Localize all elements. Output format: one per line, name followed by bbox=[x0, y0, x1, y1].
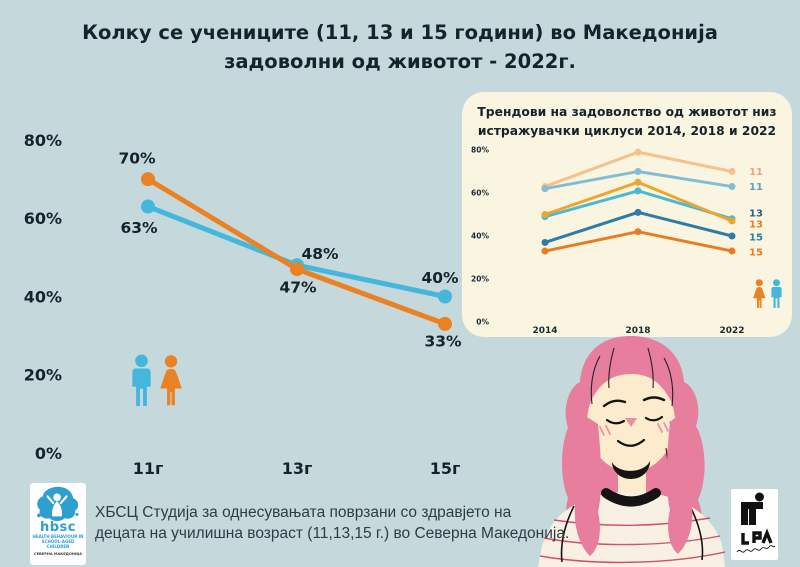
data-point bbox=[290, 262, 304, 277]
y-axis-tick: 20% bbox=[471, 275, 489, 284]
series-label: 11 bbox=[749, 182, 763, 193]
data-point bbox=[541, 247, 549, 255]
boy-icon bbox=[132, 354, 151, 406]
y-axis-tick: 0% bbox=[35, 444, 62, 463]
data-point bbox=[728, 217, 736, 225]
series-label: 15 bbox=[749, 248, 763, 259]
hbsc-subtitle-line1: HEALTH BEHAVIOUR IN bbox=[32, 534, 84, 539]
y-axis-tick: 80% bbox=[471, 146, 489, 155]
series-label: 11 bbox=[749, 167, 763, 178]
series-line bbox=[145, 176, 448, 327]
legend-pictogram bbox=[132, 354, 182, 406]
page-title: Колку се учениците (11, 13 и 15 години) … bbox=[0, 18, 800, 77]
hair-bangs bbox=[584, 354, 678, 416]
trend-inset-panel: 80% 60% 40% 20% 0% 2014 2018 2022 11 11 13 13 15 15 Т… bbox=[462, 92, 792, 337]
y-axis-tick: 60% bbox=[24, 209, 62, 228]
data-point bbox=[141, 199, 155, 214]
hbsc-subtitle-line2: SCHOOL-AGED CHILDREN bbox=[41, 539, 75, 550]
data-point bbox=[438, 289, 452, 304]
arm-contours bbox=[560, 505, 704, 563]
girl-illustration bbox=[538, 336, 725, 567]
data-point bbox=[541, 238, 549, 246]
data-point bbox=[438, 316, 452, 331]
hbsc-wordmark: hbsc bbox=[39, 520, 76, 535]
hair-lock-right bbox=[666, 412, 693, 554]
data-label: 70% bbox=[118, 150, 156, 168]
y-axis-tick: 20% bbox=[24, 366, 62, 385]
partner-logo-letters bbox=[741, 528, 773, 545]
y-axis-tick: 40% bbox=[471, 232, 489, 241]
main-line-chart: 80% 60% 40% 20% 0% 11г 13г 15г 63% 48% 40% 70% 47% 33… bbox=[24, 131, 462, 478]
page-title-line1: Колку се учениците (11, 13 и 15 години) … bbox=[82, 21, 718, 44]
data-point bbox=[728, 168, 736, 175]
footer-caption: ХБСЦ Студија за однесувањата поврзани со… bbox=[95, 502, 569, 545]
data-point bbox=[541, 185, 549, 193]
hbsc-logo: hbsc HEALTH BEHAVIOUR IN SCHOOL-AGED CHI… bbox=[30, 483, 86, 565]
data-point bbox=[634, 187, 642, 195]
partner-logo-mark bbox=[736, 492, 776, 553]
series-line bbox=[543, 210, 734, 244]
x-axis-tick: 11г bbox=[133, 459, 164, 478]
data-point bbox=[634, 228, 642, 236]
data-label: 47% bbox=[279, 279, 317, 297]
footer-caption-line1: ХБСЦ Студија за однесувањата поврзани со… bbox=[95, 504, 512, 521]
series-label: 13 bbox=[749, 208, 763, 219]
girl-icon bbox=[753, 279, 766, 308]
data-label: 48% bbox=[301, 245, 339, 263]
smile bbox=[616, 438, 646, 447]
data-label: 63% bbox=[120, 219, 158, 237]
series-label: 15 bbox=[749, 233, 763, 244]
series-label: 13 bbox=[749, 220, 763, 231]
partner-logo-script bbox=[736, 545, 776, 553]
eyebrows bbox=[602, 396, 666, 408]
partner-logo bbox=[731, 489, 778, 560]
x-axis-tick: 13г bbox=[282, 459, 313, 478]
data-label: 33% bbox=[424, 332, 462, 350]
data-point bbox=[541, 211, 549, 218]
girl-icon bbox=[160, 355, 182, 406]
footer-caption-line2: децата на училишна возраст (11,13,15 г.)… bbox=[95, 525, 570, 543]
inset-title: Трендови на задоволство од животот низ и… bbox=[462, 103, 792, 141]
x-axis-tick: 2022 bbox=[719, 326, 744, 336]
data-point bbox=[634, 148, 642, 156]
nose bbox=[625, 418, 637, 427]
page-title-line2: задоволни од животот - 2022г. bbox=[224, 50, 576, 74]
data-point bbox=[141, 172, 155, 187]
data-point bbox=[634, 208, 642, 216]
hair-lock-left bbox=[572, 414, 602, 556]
data-label: 40% bbox=[421, 269, 459, 287]
hbsc-splash-icon bbox=[37, 486, 79, 522]
closed-eyes bbox=[605, 415, 664, 425]
inset-title-line1: Трендови на задоволство од животот низ bbox=[477, 105, 777, 119]
y-axis-tick: 80% bbox=[24, 131, 62, 150]
hbsc-subtitle-line3: СЕВЕРНА МАКЕДОНИЈА bbox=[33, 551, 83, 556]
data-point bbox=[634, 178, 642, 186]
choker-shadow bbox=[612, 461, 650, 479]
data-point bbox=[728, 232, 736, 240]
collar bbox=[601, 488, 661, 507]
x-axis-tick: 15г bbox=[430, 459, 461, 478]
y-axis-tick: 0% bbox=[476, 318, 489, 327]
x-axis-tick: 2018 bbox=[625, 326, 650, 336]
boy-icon bbox=[771, 279, 782, 308]
inset-title-line2: истражувачки циклуси 2014, 2018 и 2022 bbox=[477, 124, 777, 139]
data-point bbox=[634, 168, 642, 175]
x-axis-tick: 2014 bbox=[532, 326, 557, 336]
inset-legend-pictogram bbox=[753, 279, 782, 308]
y-axis-tick: 60% bbox=[471, 189, 489, 198]
data-point bbox=[728, 183, 736, 191]
y-axis-tick: 40% bbox=[24, 287, 62, 306]
data-point bbox=[728, 247, 736, 255]
